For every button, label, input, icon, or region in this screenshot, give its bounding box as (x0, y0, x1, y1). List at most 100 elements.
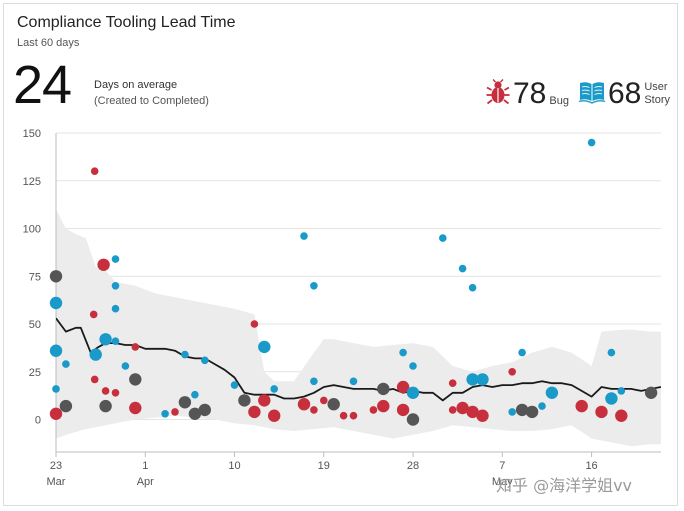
bug-point (111, 389, 120, 397)
x-tick-label: 28 (407, 460, 419, 472)
x-tick-month-label: May (492, 476, 513, 488)
multiple-items-point (129, 373, 142, 386)
bug-point (595, 405, 608, 419)
bug-point (250, 320, 259, 328)
multiple-items-point (188, 407, 202, 420)
user-story-point (181, 350, 189, 359)
bug-point (89, 310, 98, 319)
user-story-point (476, 373, 489, 386)
y-tick-label: 0 (35, 415, 41, 427)
user-story-count: 68 (607, 77, 642, 110)
user-story-point (468, 283, 477, 292)
user-story-point (458, 264, 467, 273)
user-story-point (310, 282, 318, 290)
bug-point (508, 368, 516, 376)
y-tick-label: 25 (29, 367, 41, 379)
user-story-point (605, 392, 618, 405)
user-story-point (518, 348, 526, 357)
user-story-label-line1: User (644, 81, 668, 93)
bug-point (476, 409, 489, 422)
multiple-items-point (515, 403, 529, 417)
legend: 78 Bug 68 User Story (476, 77, 670, 111)
bug-point (129, 401, 142, 415)
multiple-items-point (406, 413, 420, 426)
bug-point (131, 343, 140, 351)
user-story-point (409, 362, 417, 370)
bug-point (310, 406, 318, 414)
bug-point (615, 409, 628, 422)
x-tick-label: 1 (142, 460, 148, 472)
x-tick-label: 19 (318, 460, 330, 472)
user-story-point (111, 304, 120, 313)
user-story-point (538, 402, 546, 410)
y-tick-label: 75 (29, 271, 41, 283)
metric-sublabel: (Created to Completed) (94, 95, 209, 107)
user-story-point (545, 386, 559, 399)
multiple-items-point (198, 403, 211, 417)
user-story-point (587, 138, 596, 147)
y-tick-label: 50 (29, 319, 41, 331)
user-story-point (508, 408, 516, 416)
multiple-items-point (59, 399, 73, 413)
user-story-label: User Story (644, 81, 670, 107)
bug-point (396, 403, 410, 417)
chart-title: Compliance Tooling Lead Time (17, 14, 236, 31)
chart-subtitle: Last 60 days (17, 37, 80, 49)
user-story-point (89, 348, 102, 361)
x-tick-month-label: Mar (47, 476, 66, 488)
user-story-point (191, 390, 199, 399)
user-story-point (52, 385, 60, 393)
user-story-point (121, 362, 130, 370)
multiple-items-point (644, 386, 658, 399)
y-tick-label: 100 (23, 224, 41, 236)
average-lead-time-value: 24 (13, 55, 72, 115)
multiple-items-point (238, 394, 251, 407)
bug-point (377, 399, 390, 413)
bug-point (297, 398, 311, 411)
standard-deviation-band (56, 209, 661, 447)
bug-point (248, 405, 261, 419)
bug-point (456, 401, 469, 415)
bug-point (369, 406, 378, 414)
bug-label: Bug (549, 95, 569, 107)
user-story-point (439, 234, 447, 242)
watermark: 知乎 @海洋学姐vv (496, 476, 633, 495)
legend-item-bug[interactable]: 78 Bug (486, 77, 569, 111)
bug-point (90, 375, 99, 384)
user-story-point (270, 385, 279, 393)
user-story-point (49, 344, 63, 357)
multiple-items-point (327, 398, 340, 411)
user-story-point (617, 387, 626, 395)
metric-label: Days on average (94, 79, 178, 91)
bug-point (90, 167, 99, 175)
user-story-point (230, 381, 239, 389)
bug-point (349, 411, 358, 420)
user-story-point (49, 296, 63, 310)
user-story-point (300, 232, 308, 240)
multiple-items-point (178, 396, 192, 409)
metric-description: Days on average (Created to Completed) (94, 77, 209, 109)
bug-point (258, 394, 271, 407)
x-tick-label: 10 (228, 460, 240, 472)
user-story-label-line2: Story (644, 94, 670, 106)
user-story-point (406, 386, 420, 399)
bug-point (268, 409, 281, 422)
user-story-point (466, 373, 479, 386)
bug-point (49, 407, 63, 420)
bug-point (575, 399, 588, 413)
user-story-point (111, 337, 120, 346)
user-story-point (399, 348, 407, 357)
x-tick-label: 16 (585, 460, 597, 472)
bug-point (320, 396, 328, 405)
multiple-items-point (99, 399, 112, 413)
bug-point (466, 405, 479, 419)
book-icon (578, 80, 606, 109)
bug-point (101, 387, 110, 395)
user-story-point (161, 410, 169, 418)
user-story-point (111, 282, 120, 290)
user-story-point (349, 377, 358, 386)
y-tick-label: 150 (23, 128, 41, 140)
bug-point (339, 411, 348, 420)
legend-item-user-story[interactable]: 68 User Story (578, 77, 670, 111)
multiple-items-point (525, 405, 539, 419)
